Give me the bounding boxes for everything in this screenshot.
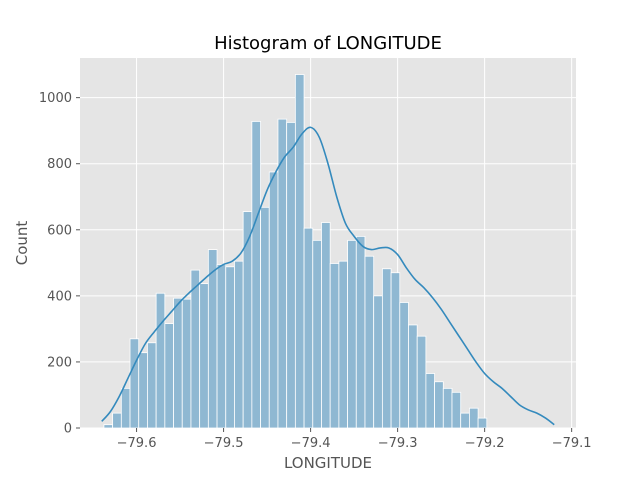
histogram-bar bbox=[164, 323, 174, 429]
histogram-bar bbox=[442, 387, 453, 429]
kde-line bbox=[101, 126, 555, 426]
histogram-bar bbox=[286, 122, 296, 429]
histogram-bar bbox=[207, 249, 218, 429]
histogram-bar bbox=[399, 302, 409, 429]
histogram-bars bbox=[103, 74, 488, 429]
x-tick-label: −79.6 bbox=[117, 436, 157, 451]
histogram-bar bbox=[303, 227, 314, 429]
histogram-bar bbox=[190, 269, 201, 429]
y-tick-label: 600 bbox=[47, 223, 72, 238]
histogram-bar bbox=[225, 266, 235, 429]
histogram-bar bbox=[129, 338, 140, 429]
histogram-bar bbox=[155, 292, 166, 429]
histogram-bar bbox=[112, 412, 122, 429]
x-axis-ticks: −79.6 −79.5 −79.4 −79.3 −79.2 −79.1 bbox=[117, 428, 592, 451]
histogram-bar bbox=[390, 272, 401, 429]
histogram-bar bbox=[408, 324, 418, 429]
histogram-bar bbox=[268, 171, 279, 429]
histogram-bar bbox=[234, 260, 244, 429]
histogram-bar bbox=[381, 268, 392, 429]
histogram-bar bbox=[173, 297, 183, 429]
histogram-bar bbox=[120, 387, 131, 429]
histogram-bar bbox=[364, 255, 375, 429]
histogram-bar bbox=[199, 283, 209, 429]
histogram-bar bbox=[251, 121, 261, 429]
y-tick-label: 0 bbox=[64, 422, 72, 437]
histogram-bar bbox=[451, 391, 462, 429]
histogram-bar bbox=[338, 260, 348, 429]
histogram-bar bbox=[434, 381, 444, 429]
histogram-bar bbox=[138, 352, 148, 429]
histogram-bar bbox=[460, 412, 470, 429]
histogram-bar bbox=[355, 235, 366, 429]
histogram-bar bbox=[425, 373, 435, 429]
histogram-bar bbox=[321, 222, 331, 429]
x-tick-label: −79.1 bbox=[552, 436, 592, 451]
histogram-bar bbox=[181, 298, 192, 429]
y-tick-label: 400 bbox=[47, 289, 72, 304]
y-tick-label: 1000 bbox=[39, 91, 72, 106]
histogram-bar bbox=[373, 295, 383, 429]
x-tick-label: −79.5 bbox=[204, 436, 244, 451]
chart-title: Histogram of LONGITUDE bbox=[214, 33, 442, 54]
y-axis-ticks: 0 200 400 600 800 1000 bbox=[39, 91, 80, 437]
histogram-bar bbox=[242, 211, 253, 429]
histogram-bar bbox=[312, 239, 322, 429]
histogram-bar bbox=[260, 206, 270, 429]
x-tick-label: −79.2 bbox=[465, 436, 505, 451]
y-tick-label: 200 bbox=[47, 355, 72, 370]
histogram-bar bbox=[347, 239, 357, 429]
x-tick-label: −79.3 bbox=[378, 436, 418, 451]
x-tick-label: −79.4 bbox=[291, 436, 331, 451]
histogram-bar bbox=[477, 417, 488, 429]
histogram-bar bbox=[294, 74, 305, 429]
histogram-bar bbox=[416, 335, 427, 429]
y-tick-label: 800 bbox=[47, 157, 72, 172]
histogram-bar bbox=[216, 264, 227, 429]
x-axis-label: LONGITUDE bbox=[284, 454, 372, 472]
histogram-bar bbox=[469, 407, 479, 429]
y-axis-label: Count bbox=[13, 221, 31, 266]
histogram-bar bbox=[147, 342, 157, 429]
histogram-bar bbox=[329, 263, 340, 429]
histogram-bar bbox=[103, 424, 114, 429]
